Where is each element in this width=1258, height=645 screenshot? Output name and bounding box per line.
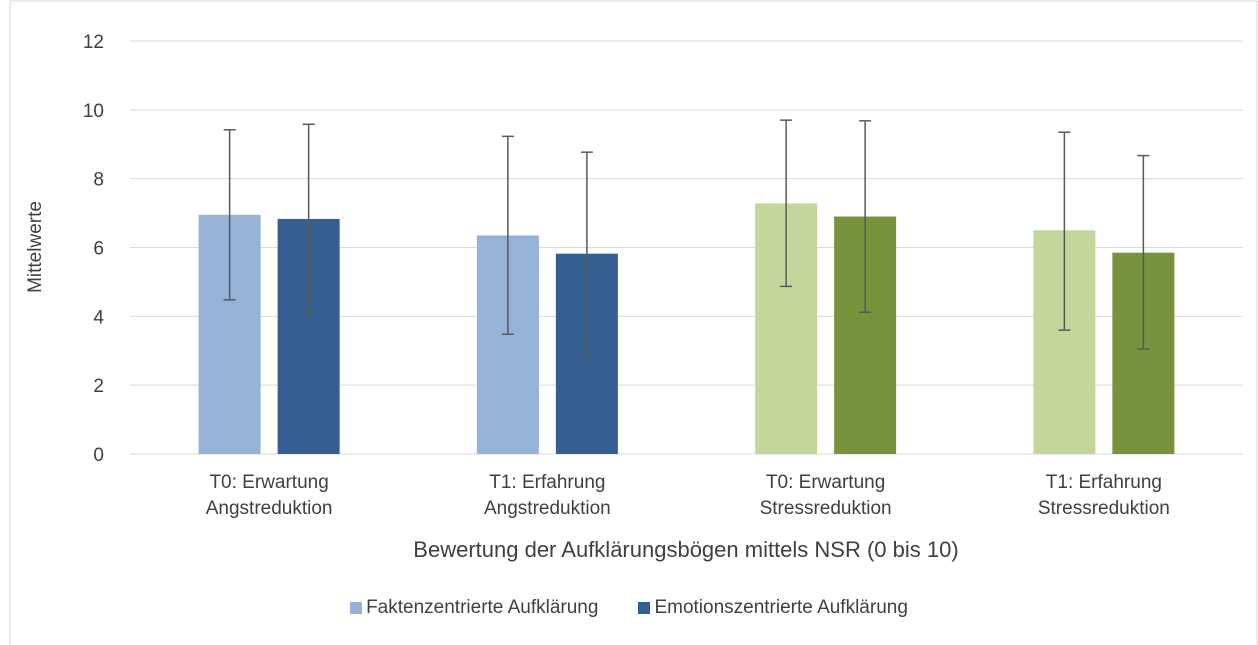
error-bars xyxy=(223,119,1150,356)
y-tick-label-8: 8 xyxy=(93,170,104,191)
y-tick-labels: 0 2 4 6 8 10 12 xyxy=(83,32,105,466)
legend-item-emotionszentriert: Emotionszentrierte Aufklärung xyxy=(638,597,908,619)
legend-label-emotionszentriert: Emotionszentrierte Aufklärung xyxy=(654,597,908,618)
x-tick-label-4-line-2: Stressreduktion xyxy=(1038,498,1170,519)
x-axis-title: Bewertung der Aufklärungsbögen mittels N… xyxy=(413,537,958,562)
x-tick-label-3-line-2: Stressreduktion xyxy=(760,498,892,519)
x-tick-label-2-line-2: Angstreduktion xyxy=(484,498,611,519)
legend-swatch-emotionszentriert xyxy=(638,602,651,614)
bars xyxy=(198,203,1175,454)
legend-item-faktenzentriert: Faktenzentrierte Aufklärung xyxy=(350,597,598,619)
legend-swatch-faktenzentriert xyxy=(350,602,363,614)
x-tick-label-1-line-2: Angstreduktion xyxy=(206,498,333,519)
x-tick-labels: T0: Erwartung Angstreduktion T1: Erfahrung… xyxy=(206,472,1170,519)
y-axis-title: Mittelwerte xyxy=(25,201,46,293)
y-tick-label-0: 0 xyxy=(93,445,104,466)
y-tick-label-4: 4 xyxy=(93,307,104,328)
x-tick-label-2-line-1: T1: Erfahrung xyxy=(489,472,605,493)
y-tick-label-10: 10 xyxy=(83,101,104,122)
legend-label-faktenzentriert: Faktenzentrierte Aufklärung xyxy=(366,597,599,618)
x-tick-label-1-line-1: T0: Erwartung xyxy=(209,472,328,493)
y-tick-label-6: 6 xyxy=(93,239,104,260)
legend: Faktenzentrierte Aufklärung Emotionszent… xyxy=(0,597,1258,619)
y-tick-label-12: 12 xyxy=(83,32,104,53)
x-tick-label-4-line-1: T1: Erfahrung xyxy=(1046,472,1162,493)
y-tick-label-2: 2 xyxy=(93,376,104,397)
x-tick-label-3-line-1: T0: Erwartung xyxy=(766,472,885,493)
